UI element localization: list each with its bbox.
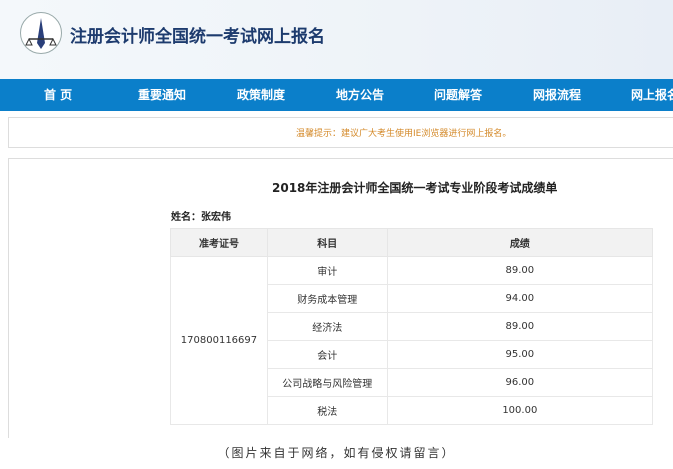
table-row: 财务成本管理 94.00: [171, 284, 654, 313]
site-title: 注册会计师全国统一考试网上报名: [70, 27, 325, 47]
table-header: 准考证号 科目 成绩: [170, 228, 654, 257]
main-nav: 首 页 重要通知 政策制度 地方公告 问题解答 网报流程 网上报名: [0, 79, 673, 111]
score: 95.00: [386, 340, 654, 369]
nav-home[interactable]: 首 页: [44, 88, 73, 102]
table-row: 170800116697 审计 89.00: [170, 256, 654, 425]
score: 100.00: [386, 396, 654, 425]
subject: 会计: [266, 340, 388, 369]
exam-id: 170800116697: [170, 256, 268, 425]
notice-text: 温馨提示：建议广大考生使用IE浏览器进行网上报名。: [296, 129, 512, 139]
table-row: 公司战略与风险管理 96.00: [171, 368, 654, 397]
subject: 财务成本管理: [266, 284, 388, 313]
image-caption: （图片来自于网络，如有侵权请留言）: [217, 446, 456, 460]
header-score: 成绩: [386, 228, 654, 257]
nav-policy[interactable]: 政策制度: [237, 88, 286, 102]
score: 89.00: [386, 312, 654, 341]
subject: 经济法: [266, 312, 388, 341]
nav-local[interactable]: 地方公告: [336, 88, 385, 102]
nav-faq[interactable]: 问题解答: [434, 88, 483, 102]
nav-register[interactable]: 网上报名: [631, 88, 673, 102]
subject: 公司战略与风险管理: [266, 368, 388, 397]
header-exam-id: 准考证号: [170, 228, 268, 257]
notice-bar: 温馨提示：建议广大考生使用IE浏览器进行网上报名。: [8, 117, 673, 148]
score: 89.00: [386, 256, 654, 285]
score: 94.00: [386, 284, 654, 313]
table-row: 税法 100.00: [171, 396, 654, 425]
report-title: 2018年注册会计师全国统一考试专业阶段考试成绩单: [272, 181, 558, 195]
subject: 审计: [266, 256, 388, 285]
candidate-name: 姓名：张宏伟: [171, 212, 231, 223]
table-row: 会计 95.00: [171, 340, 654, 369]
nav-notices[interactable]: 重要通知: [138, 88, 187, 102]
site-header: 注册会计师全国统一考试网上报名: [0, 0, 673, 79]
nav-process[interactable]: 网报流程: [533, 88, 582, 102]
score: 96.00: [386, 368, 654, 397]
logo: [20, 12, 62, 54]
subject: 税法: [266, 396, 388, 425]
score-table: 准考证号 科目 成绩 170800116697 审计 89.00 财务成本管理 9…: [170, 228, 654, 425]
header-subject: 科目: [266, 228, 388, 257]
